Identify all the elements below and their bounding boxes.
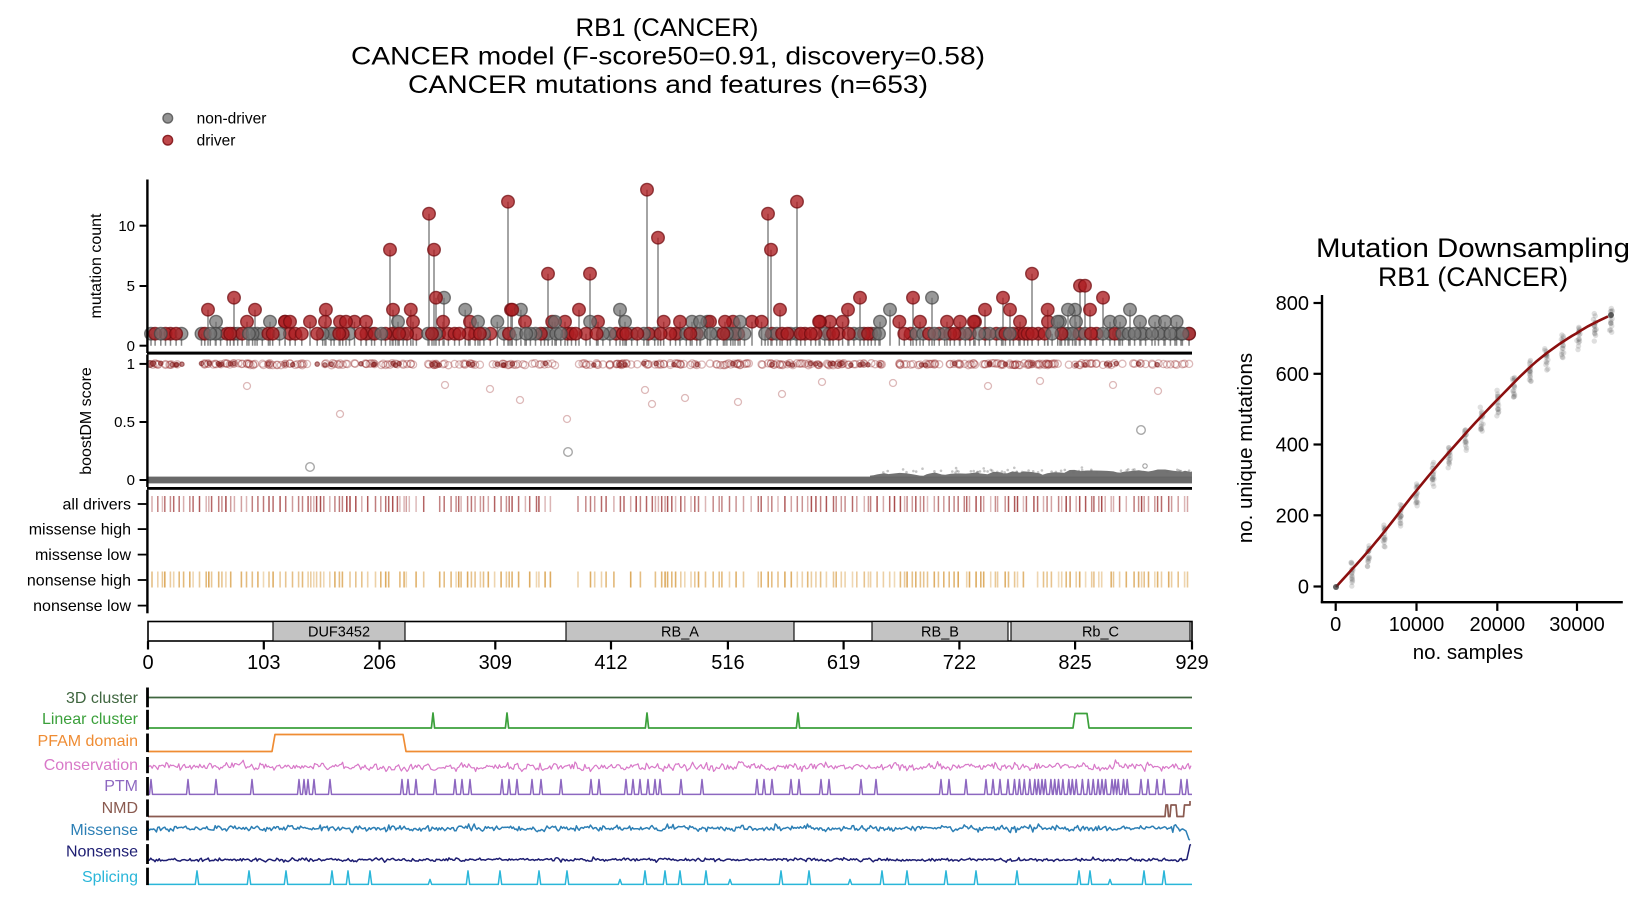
svg-text:10: 10: [118, 218, 135, 235]
svg-text:619: 619: [827, 652, 860, 674]
svg-text:CANCER mutations and features: CANCER mutations and features (n=653): [408, 71, 928, 99]
svg-text:10000: 10000: [1389, 614, 1445, 636]
svg-text:no. unique mutations: no. unique mutations: [1234, 353, 1257, 543]
svg-text:5: 5: [127, 278, 135, 295]
svg-text:722: 722: [943, 652, 976, 674]
svg-text:825: 825: [1058, 652, 1091, 674]
svg-text:NMD: NMD: [102, 800, 138, 817]
svg-text:412: 412: [594, 652, 627, 674]
svg-text:309: 309: [479, 652, 512, 674]
svg-text:0: 0: [1330, 614, 1341, 636]
svg-text:RB1 (CANCER): RB1 (CANCER): [576, 14, 759, 42]
svg-text:CANCER model (F-score50=0.91,: CANCER model (F-score50=0.91, discovery=…: [351, 43, 985, 71]
svg-text:no. samples: no. samples: [1413, 641, 1524, 664]
svg-text:Rb_C: Rb_C: [1082, 625, 1119, 641]
svg-text:PTM: PTM: [104, 778, 138, 795]
svg-text:nonsense high: nonsense high: [27, 573, 131, 590]
svg-text:200: 200: [1276, 505, 1309, 527]
svg-text:RB_A: RB_A: [661, 625, 699, 641]
svg-text:Conservation: Conservation: [44, 757, 138, 774]
svg-text:missense low: missense low: [35, 547, 131, 564]
svg-text:missense high: missense high: [29, 522, 131, 539]
svg-text:0.5: 0.5: [114, 414, 135, 431]
svg-text:0: 0: [1298, 577, 1309, 599]
svg-text:20000: 20000: [1469, 614, 1525, 636]
svg-text:boostDM score: boostDM score: [78, 367, 95, 475]
svg-text:Linear cluster: Linear cluster: [42, 711, 139, 728]
svg-text:206: 206: [363, 652, 396, 674]
svg-text:400: 400: [1276, 435, 1309, 457]
svg-text:929: 929: [1175, 652, 1208, 674]
svg-text:all drivers: all drivers: [63, 497, 131, 514]
svg-text:0: 0: [127, 338, 135, 355]
svg-text:103: 103: [247, 652, 280, 674]
svg-text:0: 0: [142, 652, 153, 674]
svg-text:nonsense low: nonsense low: [33, 598, 131, 615]
svg-text:RB1 (CANCER): RB1 (CANCER): [1378, 262, 1568, 292]
svg-text:800: 800: [1276, 293, 1309, 315]
svg-text:1: 1: [127, 356, 135, 373]
svg-text:PFAM domain: PFAM domain: [38, 733, 138, 750]
svg-text:driver: driver: [197, 133, 236, 150]
svg-text:non-driver: non-driver: [197, 111, 267, 128]
svg-text:516: 516: [711, 652, 744, 674]
svg-text:Missense: Missense: [70, 822, 138, 839]
svg-text:600: 600: [1276, 364, 1309, 386]
svg-text:DUF3452: DUF3452: [308, 625, 370, 641]
svg-text:0: 0: [127, 472, 135, 489]
svg-text:RB_B: RB_B: [921, 625, 959, 641]
svg-text:3D cluster: 3D cluster: [66, 690, 139, 707]
svg-text:Mutation Downsampling: Mutation Downsampling: [1316, 233, 1630, 263]
svg-text:30000: 30000: [1549, 614, 1605, 636]
svg-text:Nonsense: Nonsense: [66, 844, 138, 861]
svg-text:Splicing: Splicing: [82, 869, 138, 886]
svg-text:mutation count: mutation count: [88, 213, 105, 319]
